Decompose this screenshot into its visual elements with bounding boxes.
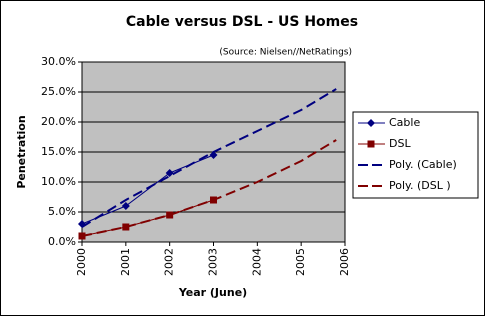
trend-line — [81, 139, 337, 237]
y-axis-label: Penetration — [15, 115, 28, 188]
legend-label: DSL — [389, 137, 411, 150]
y-tick-label: 20.0% — [41, 115, 76, 128]
trend-line — [81, 88, 337, 228]
x-tick-label: 2001 — [119, 248, 132, 276]
plot-border — [81, 61, 346, 243]
x-tick-label: 2006 — [338, 248, 351, 276]
marker — [367, 119, 375, 127]
x-tick-label: 2003 — [207, 248, 220, 276]
y-tick-label: 0.0% — [48, 235, 76, 248]
y-tick-label: 5.0% — [48, 205, 76, 218]
legend-label: Cable — [389, 116, 420, 129]
chart-subtitle: (Source: Nielsen//NetRatings) — [219, 48, 352, 58]
x-axis-label: Year (June) — [178, 286, 247, 299]
x-tick-label: 2002 — [163, 248, 176, 276]
x-tick-label: 2005 — [294, 248, 307, 276]
y-tick-label: 30.0% — [41, 55, 76, 68]
marker — [165, 169, 174, 177]
x-tick-label: 2004 — [250, 248, 263, 276]
y-tick-label: 15.0% — [41, 145, 76, 158]
marker — [209, 151, 218, 159]
legend-label: Poly. (Cable) — [389, 158, 457, 171]
marker — [122, 223, 130, 231]
y-tick-label: 25.0% — [41, 85, 76, 98]
legend-label: Poly. (DSL ) — [389, 179, 451, 192]
x-tick-label: 2000 — [75, 248, 88, 276]
marker — [367, 140, 375, 148]
legend-box — [352, 111, 479, 199]
y-tick-label: 10.0% — [41, 175, 76, 188]
marker — [121, 202, 130, 210]
chart-title: Cable versus DSL - US Homes — [126, 14, 358, 30]
